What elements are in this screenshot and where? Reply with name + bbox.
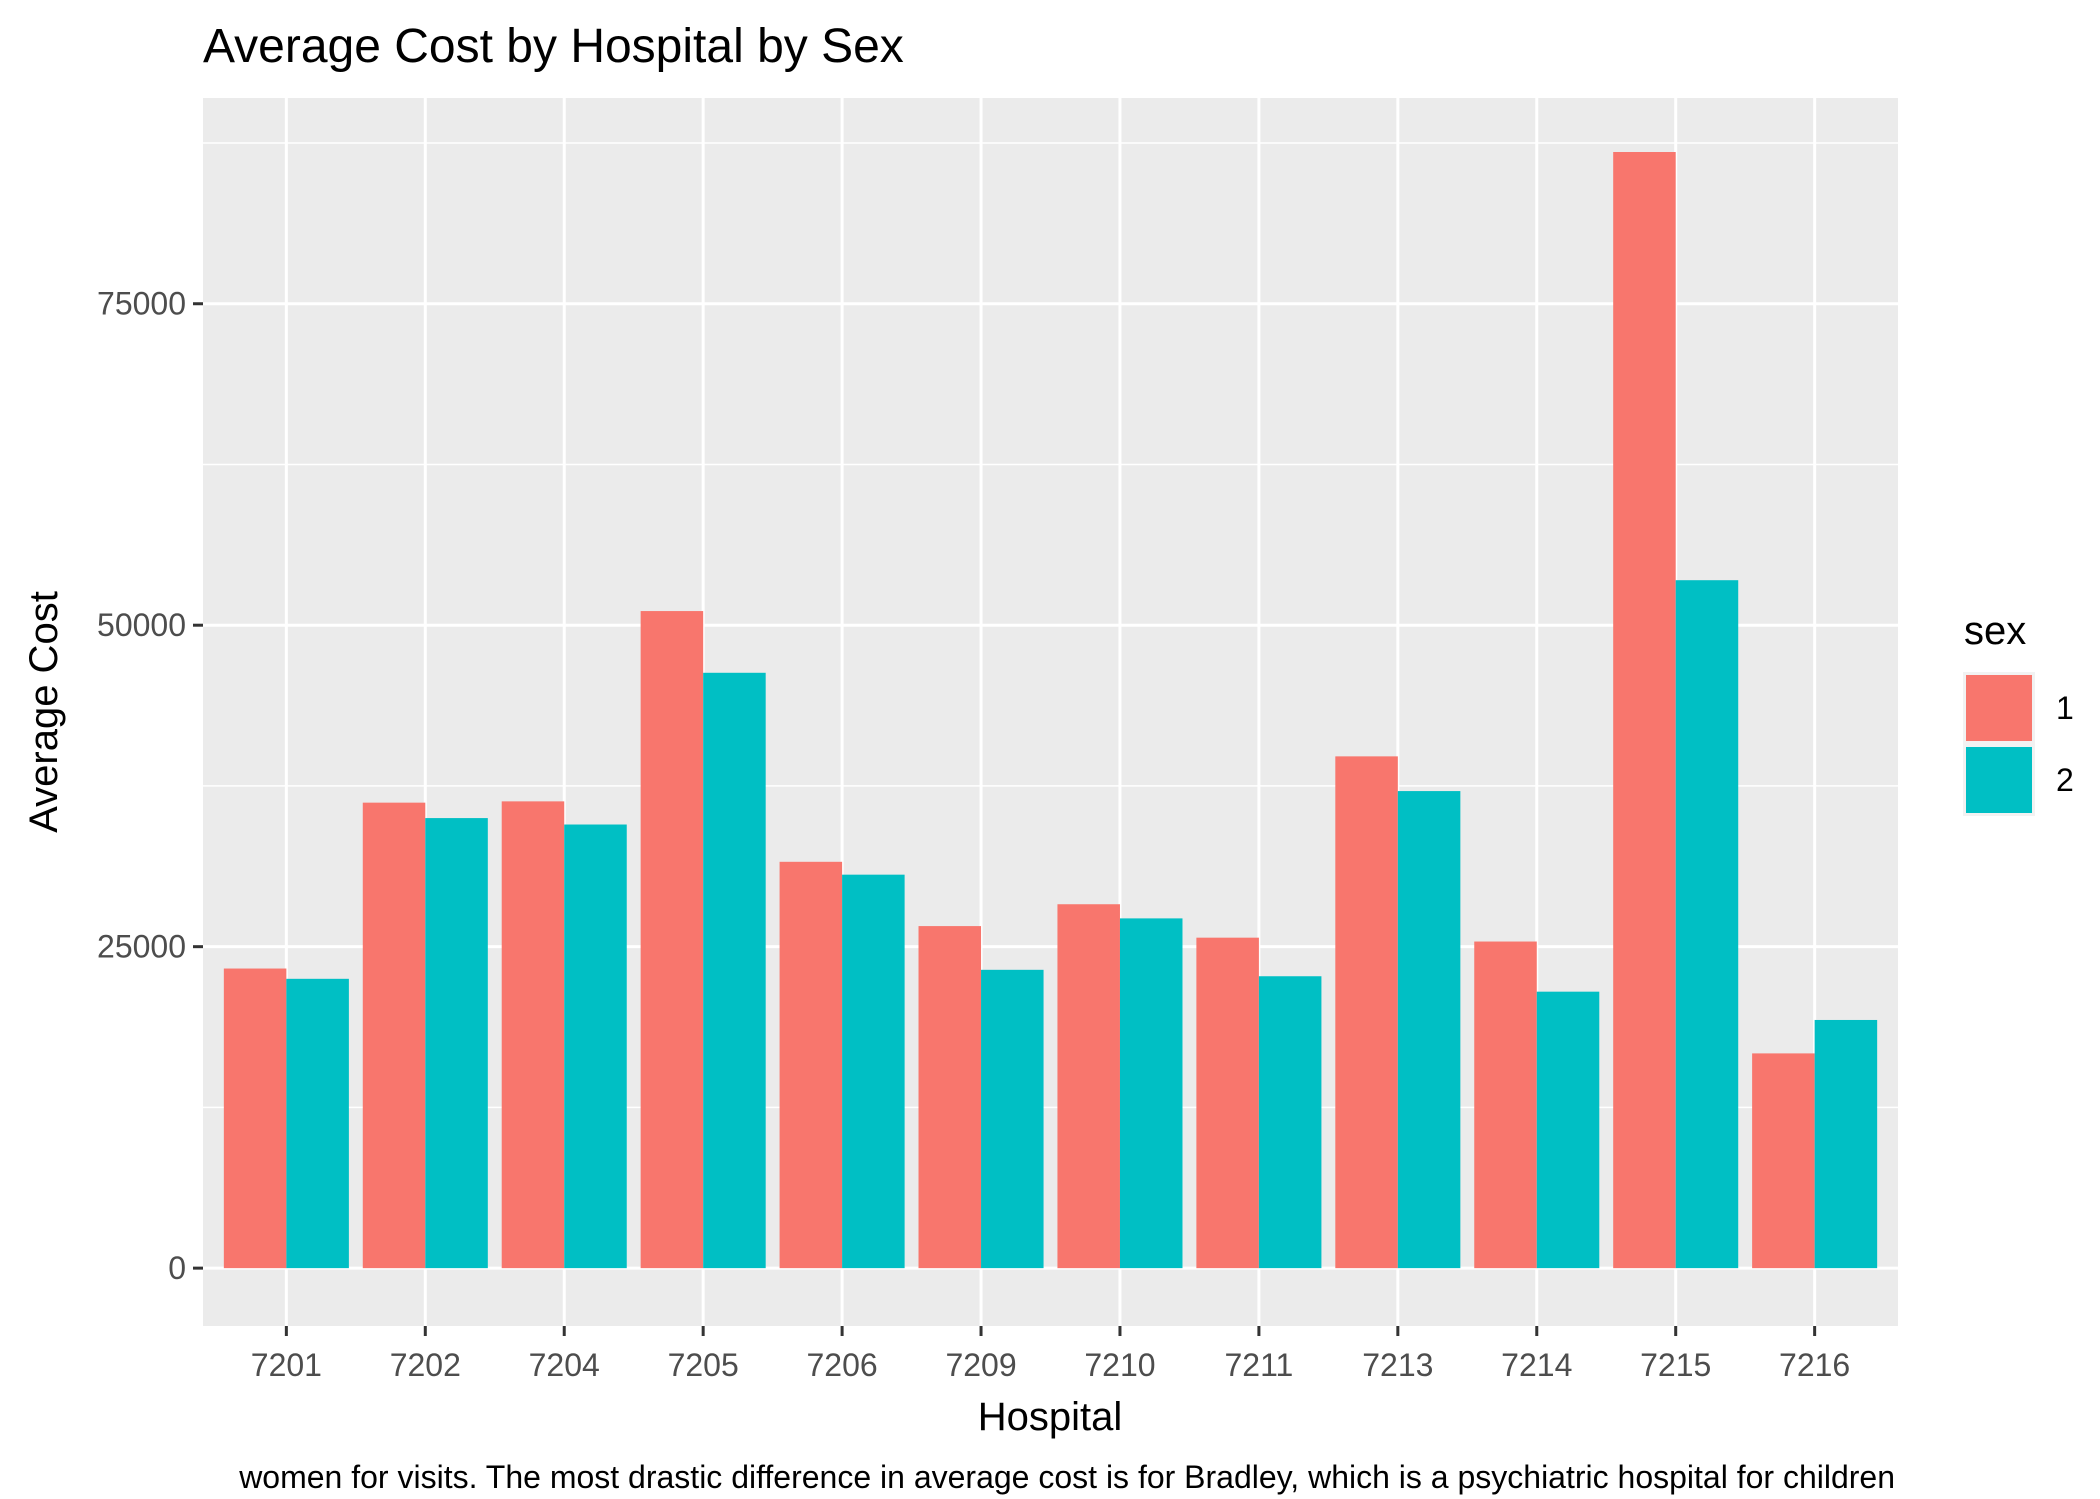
bar-7209-sex-2	[981, 969, 1044, 1269]
x-tick-label: 7215	[1640, 1347, 1711, 1383]
bar-7215-sex-1	[1613, 152, 1676, 1269]
x-axis: 7201 7202 7204 7205 7206 7209 7210 7211 7213 7214…	[251, 1326, 1850, 1383]
x-tick-label: 7213	[1362, 1347, 1433, 1383]
bar-7206-sex-2	[842, 874, 905, 1269]
y-axis-title: Average Cost	[22, 591, 66, 833]
x-tick-label: 7204	[529, 1347, 600, 1383]
bar-7213-sex-1	[1335, 756, 1398, 1269]
bar-7205-sex-1	[640, 611, 704, 1269]
x-tick-label: 7201	[251, 1347, 322, 1383]
bar-7211-sex-2	[1258, 976, 1322, 1269]
bar-7210-sex-2	[1119, 918, 1183, 1269]
x-tick-label: 7209	[945, 1347, 1016, 1383]
bar-7216-sex-2	[1814, 1019, 1878, 1269]
x-tick-label: 7214	[1501, 1347, 1572, 1383]
bar-7202-sex-2	[425, 818, 488, 1269]
bar-7201-sex-1	[223, 968, 287, 1269]
bar-7215-sex-2	[1675, 580, 1739, 1269]
bar-7205-sex-2	[703, 672, 766, 1269]
y-tick-label: 0	[168, 1250, 186, 1286]
x-tick-label: 7206	[807, 1347, 878, 1383]
legend-items: 12	[1963, 672, 2074, 816]
x-axis-title: Hospital	[978, 1395, 1123, 1439]
bar-7211-sex-1	[1196, 937, 1259, 1269]
bars	[223, 152, 1878, 1269]
bar-7214-sex-1	[1474, 941, 1537, 1269]
x-tick-label: 7210	[1084, 1347, 1155, 1383]
bar-7209-sex-1	[918, 926, 982, 1269]
bar-7210-sex-1	[1057, 904, 1120, 1269]
y-axis: 0 25000 50000 75000	[97, 286, 203, 1286]
bar-7204-sex-1	[501, 801, 565, 1269]
y-tick-label: 75000	[97, 286, 186, 322]
legend-title: sex	[1964, 609, 2026, 653]
x-tick-label: 7202	[390, 1347, 461, 1383]
chart-caption: women for visits. The most drastic diffe…	[238, 1459, 1895, 1495]
bar-7201-sex-2	[286, 978, 349, 1269]
x-tick-label: 7205	[668, 1347, 739, 1383]
bar-7206-sex-1	[779, 861, 843, 1269]
legend-label: 1	[2056, 690, 2074, 726]
chart-title: Average Cost by Hospital by Sex	[203, 20, 904, 73]
bar-7214-sex-2	[1536, 991, 1600, 1269]
y-tick-label: 50000	[97, 607, 186, 643]
bar-7204-sex-2	[564, 824, 627, 1269]
y-tick-label: 25000	[97, 929, 186, 965]
bar-7216-sex-1	[1752, 1053, 1815, 1269]
legend-key-sex-2	[1966, 747, 2032, 813]
x-tick-label: 7216	[1779, 1347, 1850, 1383]
legend-key-sex-1	[1966, 675, 2032, 741]
bar-7202-sex-1	[362, 802, 426, 1269]
legend-label: 2	[2056, 762, 2074, 798]
bar-7213-sex-2	[1397, 791, 1461, 1269]
x-tick-label: 7211	[1224, 1347, 1293, 1383]
legend: sex 12	[1963, 609, 2074, 816]
